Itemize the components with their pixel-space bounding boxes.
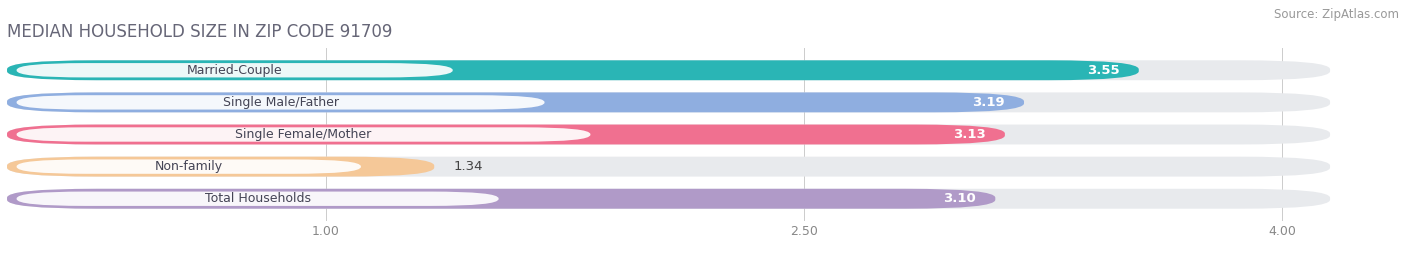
Text: 1.34: 1.34 (453, 160, 482, 173)
FancyBboxPatch shape (17, 160, 361, 174)
Text: Single Female/Mother: Single Female/Mother (235, 128, 371, 141)
Text: MEDIAN HOUSEHOLD SIZE IN ZIP CODE 91709: MEDIAN HOUSEHOLD SIZE IN ZIP CODE 91709 (7, 23, 392, 41)
FancyBboxPatch shape (7, 93, 1024, 112)
Text: 3.19: 3.19 (973, 96, 1005, 109)
FancyBboxPatch shape (7, 60, 1330, 80)
Text: Single Male/Father: Single Male/Father (222, 96, 339, 109)
Text: 3.55: 3.55 (1087, 64, 1119, 77)
FancyBboxPatch shape (17, 63, 453, 77)
Text: Non-family: Non-family (155, 160, 222, 173)
Text: 3.10: 3.10 (943, 192, 976, 205)
FancyBboxPatch shape (7, 189, 995, 209)
FancyBboxPatch shape (7, 157, 434, 176)
Text: Married-Couple: Married-Couple (187, 64, 283, 77)
FancyBboxPatch shape (17, 192, 499, 206)
Text: Total Households: Total Households (205, 192, 311, 205)
FancyBboxPatch shape (17, 127, 591, 142)
FancyBboxPatch shape (17, 95, 544, 109)
FancyBboxPatch shape (7, 125, 1005, 144)
Text: Source: ZipAtlas.com: Source: ZipAtlas.com (1274, 8, 1399, 21)
FancyBboxPatch shape (7, 125, 1330, 144)
FancyBboxPatch shape (7, 157, 1330, 176)
FancyBboxPatch shape (7, 60, 1139, 80)
Text: 3.13: 3.13 (953, 128, 986, 141)
FancyBboxPatch shape (7, 189, 1330, 209)
FancyBboxPatch shape (7, 93, 1330, 112)
